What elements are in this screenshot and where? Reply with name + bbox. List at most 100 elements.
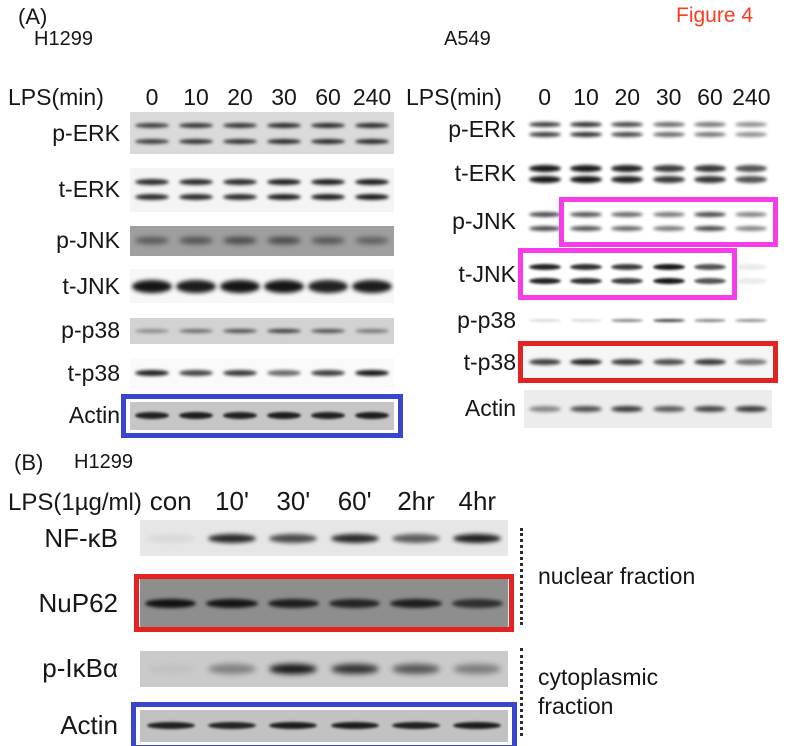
blot-lane <box>324 520 385 556</box>
protein-band <box>735 226 768 232</box>
blot-strip <box>524 310 772 331</box>
blot-lane <box>174 112 218 154</box>
protein-band <box>569 164 603 172</box>
blot-panel-b: NF-κB NuP62 p-IκBα Actin <box>8 520 517 746</box>
protein-band <box>693 405 727 412</box>
blot-row-p-JNK: p-JNK <box>8 225 394 256</box>
fraction-annotations: nuclear fraction cytoplasmic fraction <box>520 528 796 736</box>
lane-label: 30 <box>655 84 682 110</box>
protein-band <box>693 278 727 285</box>
blot-lane <box>524 202 565 242</box>
blot-lane <box>174 318 218 344</box>
protein-label: t-JNK <box>62 272 121 299</box>
blot-lane <box>731 253 772 295</box>
blot-lane <box>385 579 446 627</box>
blot-lane <box>201 710 262 742</box>
protein-band <box>178 179 214 186</box>
protein-band <box>569 121 603 127</box>
blot-lane <box>385 710 446 742</box>
protein-band <box>208 722 256 730</box>
protein-band <box>354 138 390 144</box>
protein-band <box>392 722 440 730</box>
protein-band <box>611 264 644 271</box>
protein-band <box>735 264 768 271</box>
protein-band <box>222 179 258 186</box>
blot-lane <box>607 158 648 190</box>
protein-band <box>269 722 318 730</box>
blot-row-Actin: Actin <box>8 701 517 746</box>
lane-label: 60' <box>337 486 372 516</box>
blot-lane <box>350 402 394 430</box>
blot-lane <box>130 269 174 303</box>
blot-lane <box>130 226 174 256</box>
panel-b-letter: (B) <box>14 450 44 475</box>
protein-band <box>652 359 685 366</box>
blot-lane <box>218 402 262 430</box>
lane-label: 60 <box>315 84 341 110</box>
blot-row-t-JNK: t-JNK <box>8 269 394 304</box>
protein-band <box>266 179 302 186</box>
protein-band <box>310 412 346 420</box>
blot-lane <box>447 579 508 627</box>
protein-band <box>652 121 685 127</box>
protein-band <box>528 264 561 271</box>
blot-lane <box>262 168 306 212</box>
blot-strip <box>130 225 394 256</box>
protein-band <box>735 131 768 137</box>
blot-strip <box>518 341 778 384</box>
blot-lane <box>306 318 350 344</box>
blot-row-p-p38: p-p38 <box>8 317 394 344</box>
protein-band <box>652 175 685 183</box>
protein-band <box>222 237 258 245</box>
protein-label: t-p38 <box>463 348 516 375</box>
protein-label: p-JNK <box>452 208 516 235</box>
protein-band <box>735 212 768 218</box>
protein-label: t-JNK <box>458 260 517 287</box>
blot-strip <box>518 248 772 301</box>
protein-band <box>134 122 170 128</box>
blot-lane <box>648 346 689 378</box>
blot-lane <box>731 202 772 242</box>
blot-row-NuP62: NuP62 <box>8 574 514 633</box>
protein-band <box>310 194 346 201</box>
blot-lane <box>447 651 508 687</box>
blot-lane <box>648 311 689 331</box>
blot-lane <box>262 269 306 303</box>
protein-band <box>134 179 170 186</box>
nuclear-fraction-label: nuclear fraction <box>538 562 696 589</box>
protein-band <box>266 194 302 201</box>
lane-label: 60 <box>697 84 723 110</box>
blot-lane <box>350 269 394 303</box>
lane-label: 10' <box>215 486 249 516</box>
protein-band <box>144 598 197 608</box>
blot-lane <box>130 358 174 388</box>
protein-band <box>392 533 440 543</box>
cytoplasmic-fraction-block: cytoplasmic fraction <box>520 648 796 736</box>
protein-band <box>652 131 685 137</box>
blot-lane <box>306 402 350 430</box>
blot-lane <box>689 158 730 190</box>
blot-lane <box>607 253 648 295</box>
blot-lane <box>385 520 446 556</box>
protein-band <box>735 405 768 412</box>
protein-band <box>310 370 346 377</box>
blot-row-t-p38: t-p38 <box>8 358 394 389</box>
blot-lane <box>263 710 324 742</box>
lane-label: 0 <box>145 84 159 110</box>
cell-line-h1299-panel-b: H1299 <box>74 451 133 473</box>
blot-lane <box>324 651 385 687</box>
protein-band <box>354 237 390 245</box>
protein-band <box>352 279 392 293</box>
protein-band <box>354 328 390 333</box>
treatment-label: LPS(1µg/ml) <box>8 489 142 516</box>
blot-lane <box>524 158 565 190</box>
blot-lane <box>524 346 565 378</box>
lane-label: 240 <box>352 84 392 110</box>
blot-lane <box>130 318 174 344</box>
protein-band <box>528 226 561 232</box>
blot-strip <box>140 520 508 556</box>
protein-band <box>611 359 644 366</box>
protein-label: t-ERK <box>454 160 516 187</box>
protein-band <box>611 226 644 232</box>
nuclear-fraction-block: nuclear fraction <box>520 528 796 625</box>
